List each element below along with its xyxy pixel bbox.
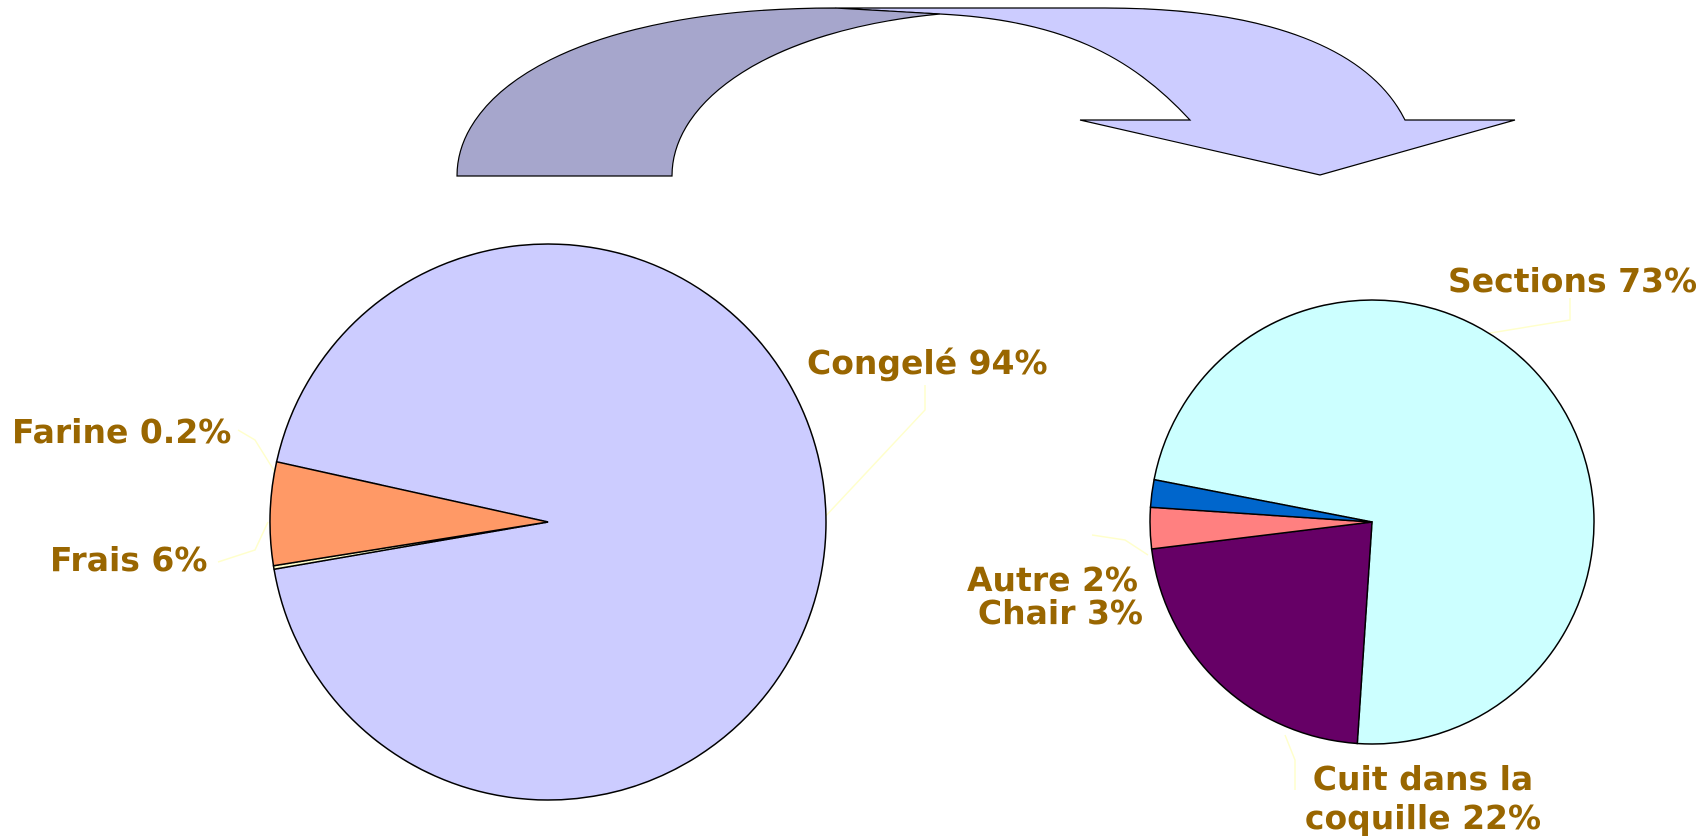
slice-label-congele: Congelé 94% (807, 343, 1048, 382)
leader-line-congele (821, 385, 926, 521)
pie-chart-product-form: Congelé 94% Farine 0.2% Frais 6% (12, 243, 1048, 801)
pie-2-labels: Sections 73% Cuit dans la coquille 22% A… (967, 261, 1697, 836)
curved-arrow-icon (456, 7, 1516, 177)
slice-label-chair: Chair 3% (978, 593, 1143, 632)
slice-label-cuit-line-2: coquille 22% (1305, 798, 1541, 836)
slice-label-farine: Farine 0.2% (12, 412, 231, 451)
pie-1-slice-frais (269, 460, 549, 567)
curved-arrow-back (456, 7, 941, 177)
curved-arrow-front (834, 7, 1516, 176)
leader-line-autre (1091, 534, 1149, 556)
pie-1-slice-congel- (273, 243, 827, 801)
leader-line-sections (1477, 298, 1571, 336)
pie-2-leader-lines (1091, 298, 1571, 790)
pie-2-slice-cuit-dans-la-coquille (1150, 521, 1373, 745)
pie-2-slice-sections (1153, 299, 1595, 745)
pie-2-slice-autre (1149, 478, 1373, 523)
slice-label-frais: Frais 6% (50, 540, 207, 579)
leader-line-farine (237, 429, 276, 473)
leader-line-cuit (1284, 734, 1296, 790)
pie-chart-frozen-breakdown: Sections 73% Cuit dans la coquille 22% A… (967, 261, 1697, 836)
pie-1-leader-lines (217, 385, 926, 563)
slice-label-cuit-line-1: Cuit dans la (1313, 759, 1533, 798)
leader-line-frais (217, 521, 269, 563)
slice-label-autre: Autre 2% (967, 560, 1138, 599)
slice-label-sections: Sections 73% (1448, 261, 1697, 300)
pie-1-labels: Congelé 94% Farine 0.2% Frais 6% (12, 343, 1048, 579)
